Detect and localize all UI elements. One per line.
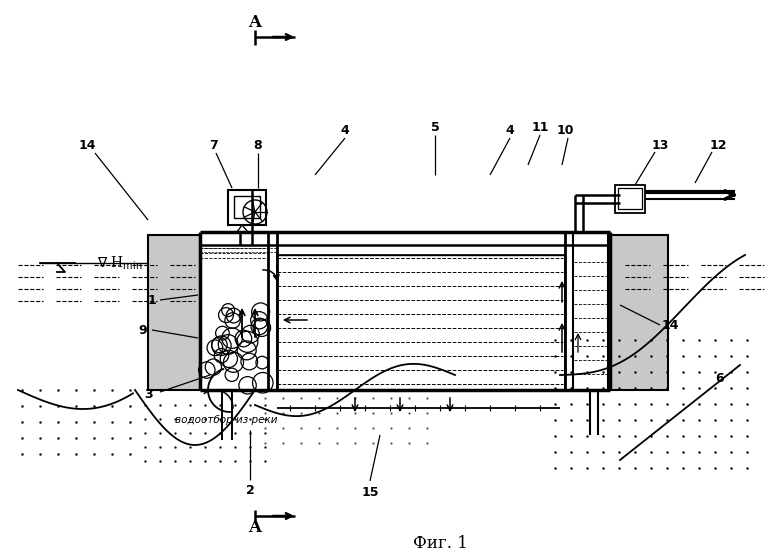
Text: 3: 3 (144, 388, 152, 402)
Text: 14: 14 (661, 319, 679, 331)
Text: 14: 14 (78, 139, 96, 152)
Bar (148, 232, 200, 390)
Bar (234, 196, 260, 218)
Text: водоотбор из реки: водоотбор из реки (175, 415, 278, 425)
Text: $\nabla$ H$_{\rm min}$: $\nabla$ H$_{\rm min}$ (98, 255, 143, 272)
Bar (608, 235, 668, 390)
Text: A: A (249, 13, 261, 31)
Text: Фиг. 1: Фиг. 1 (413, 535, 467, 551)
Text: 15: 15 (361, 486, 379, 499)
Text: A: A (249, 520, 261, 536)
Bar (228, 190, 266, 225)
Text: 9: 9 (139, 324, 147, 336)
Bar (148, 235, 200, 390)
Text: 4: 4 (505, 124, 514, 136)
Text: 8: 8 (254, 139, 262, 152)
Text: 7: 7 (208, 139, 218, 152)
Text: 1: 1 (147, 294, 156, 306)
Text: 13: 13 (651, 139, 668, 152)
Bar (618, 188, 642, 209)
Text: 4: 4 (341, 124, 349, 136)
Text: 12: 12 (709, 139, 727, 152)
Bar (615, 185, 645, 213)
Text: 10: 10 (556, 124, 574, 136)
Text: 2: 2 (246, 483, 254, 496)
Bar (277, 255, 565, 390)
Text: 5: 5 (431, 120, 439, 134)
Text: 11: 11 (531, 120, 549, 134)
Text: 6: 6 (716, 372, 725, 384)
Bar (277, 255, 565, 390)
